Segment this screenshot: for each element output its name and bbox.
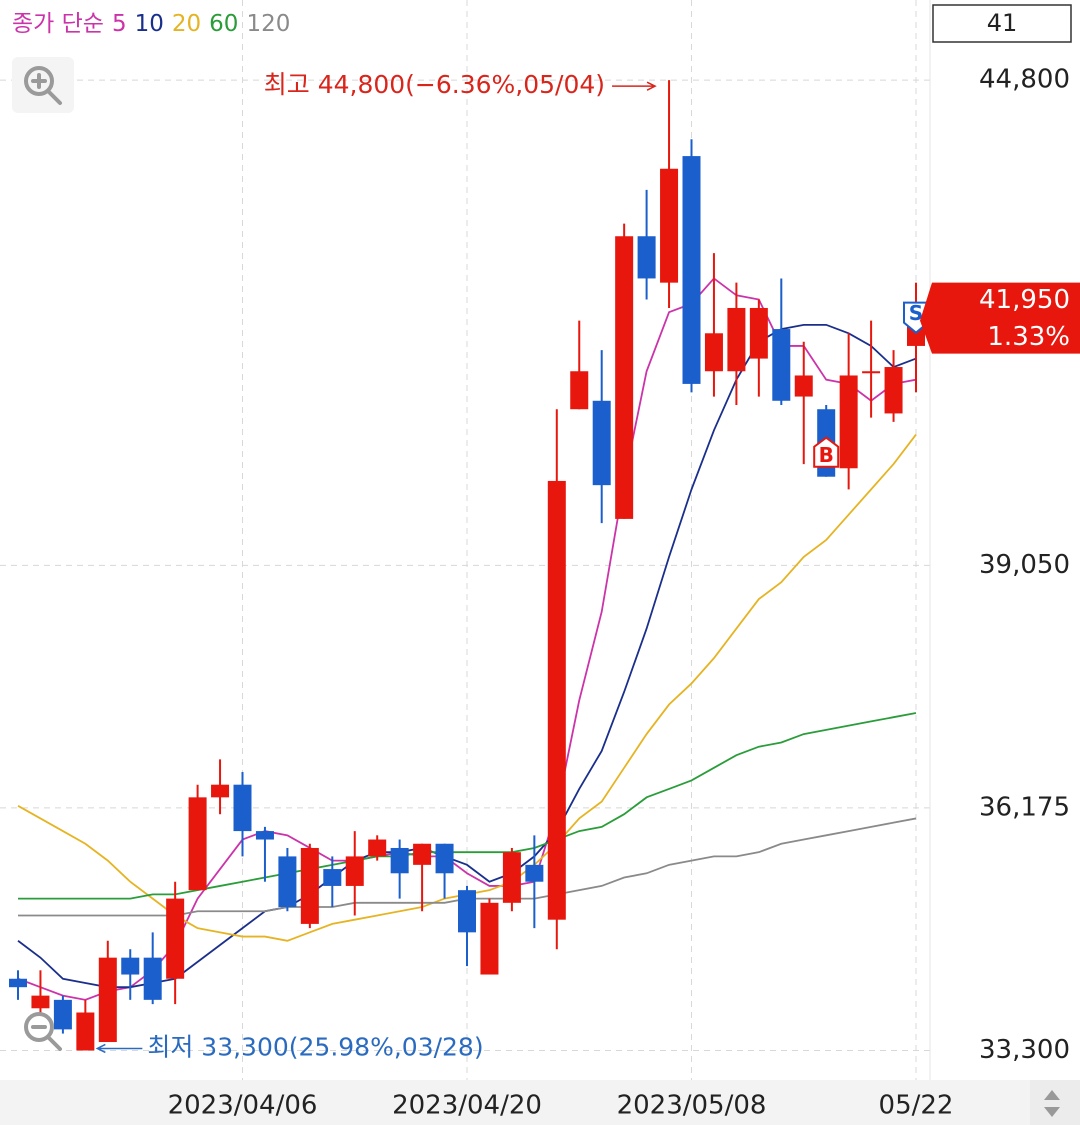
x-axis-band	[0, 1080, 1080, 1125]
candle-body	[211, 784, 230, 798]
x-tick-label: 2023/04/06	[168, 1091, 318, 1121]
candle-body	[704, 333, 723, 372]
candle-body	[31, 995, 50, 1009]
ma-line	[18, 712, 917, 900]
candle-body	[502, 852, 521, 903]
candle-body	[278, 856, 297, 908]
candle-body	[300, 847, 319, 924]
zoom-out-glyph[interactable]	[31, 1025, 62, 1051]
low-arrow	[95, 1043, 143, 1054]
legend-entry: 5	[112, 11, 127, 37]
candle-body	[749, 307, 768, 359]
count-label: 41	[987, 9, 1018, 37]
candle-body	[255, 831, 274, 840]
x-tick-label: 2023/05/08	[617, 1091, 767, 1121]
legend-entry: 60	[209, 11, 238, 37]
candle-body	[615, 236, 634, 519]
scroll-area[interactable]	[1030, 1080, 1080, 1125]
candle-body	[9, 978, 27, 988]
change-label: 1.33%	[987, 322, 1070, 352]
count-box[interactable]	[932, 4, 1072, 43]
candle-body	[435, 843, 454, 874]
candle-body	[839, 375, 858, 469]
candle-body	[143, 957, 162, 1000]
signal-label: S	[909, 301, 923, 325]
candle-body	[592, 400, 611, 486]
candle-body	[682, 156, 701, 384]
candle-body	[368, 839, 387, 857]
legend-entry: 120	[246, 11, 290, 37]
zoom-in-icon[interactable]	[24, 66, 54, 96]
candle-body	[390, 847, 409, 874]
x-tick-label: 05/22	[879, 1091, 954, 1121]
legend-entry: 20	[172, 11, 201, 37]
scroll-arrows[interactable]	[1044, 1090, 1060, 1117]
candle-body	[98, 957, 117, 1043]
candle-body	[862, 371, 881, 374]
price-badge	[920, 282, 1080, 354]
high-arrow	[612, 81, 657, 91]
candle-body	[413, 843, 432, 865]
y-tick-label: 44,800	[979, 65, 1070, 95]
candle-body	[323, 869, 342, 886]
zoom-in-button[interactable]	[12, 57, 74, 113]
x-tick-label: 2023/04/20	[392, 1091, 542, 1121]
last-price-label: 41,950	[979, 285, 1070, 315]
candle-body	[525, 864, 544, 882]
candle-body	[637, 236, 656, 279]
candle-body	[233, 784, 252, 832]
candle-body	[76, 1012, 95, 1051]
legend: 종가 단순 5 10 20 60 120	[12, 11, 290, 37]
candle-body	[188, 797, 207, 891]
zoom-in-bg[interactable]	[12, 57, 74, 113]
candle-body	[884, 367, 903, 414]
candle-body	[660, 168, 679, 283]
candle-body	[570, 371, 589, 410]
candle-body	[480, 902, 499, 975]
candle-body	[727, 307, 746, 372]
candle-body	[794, 375, 813, 397]
zoom-in-glyph[interactable]	[31, 73, 62, 105]
candle-body	[345, 856, 364, 886]
candle-body	[166, 898, 185, 979]
low-annotation: 최저 33,300(25.98%,03/28)	[147, 1032, 483, 1061]
overlay: 33,300 36,175 39,050 44,800 2023/04/06 2023/0…	[95, 65, 1080, 1121]
candle-body	[121, 957, 140, 975]
candle-body	[53, 999, 72, 1030]
candle-body	[547, 480, 566, 920]
legend-entry: 10	[135, 11, 164, 37]
y-tick-label: 36,175	[979, 792, 1070, 822]
candle-body	[772, 329, 791, 401]
legend-label: 종가 단순	[12, 11, 104, 37]
high-annotation: 최고 44,800(−6.36%,05/04)	[264, 70, 605, 99]
candle-body	[458, 890, 476, 933]
signal-label: B	[819, 443, 834, 467]
y-tick-label: 39,050	[979, 550, 1070, 580]
signal-marker	[813, 436, 840, 468]
grid	[0, 0, 931, 1080]
zoom-out-button[interactable]	[24, 1012, 62, 1051]
y-tick-label: 33,300	[979, 1035, 1070, 1065]
candles	[9, 80, 925, 1051]
